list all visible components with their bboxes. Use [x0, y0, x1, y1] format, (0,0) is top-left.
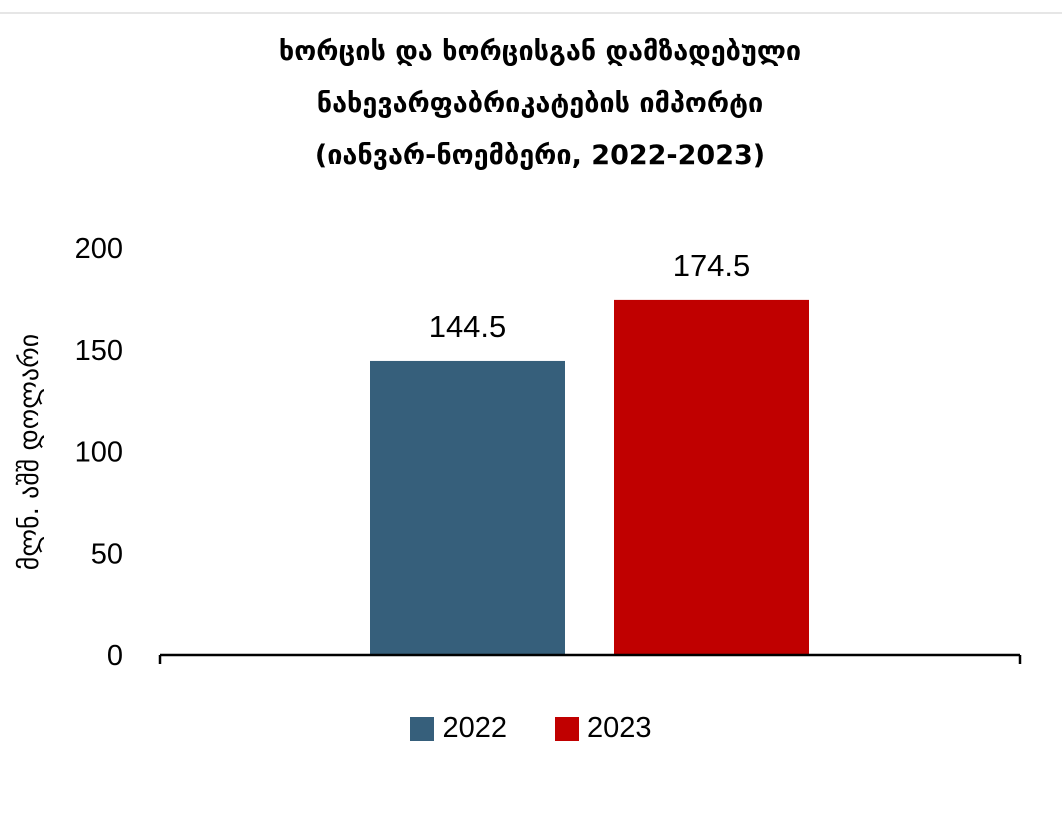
y-tick-label: 0: [107, 640, 123, 672]
bar-value-label: 174.5: [673, 248, 751, 283]
y-tick-label: 200: [75, 233, 123, 265]
chart-title: ხორცის და ხორცისგან დამზადებული ნახევარფ…: [60, 26, 1020, 182]
y-axis-label: მლნ. აშშ დოლარი: [15, 334, 45, 571]
bar-value-label: 144.5: [429, 309, 507, 344]
bar-2023: [614, 299, 809, 655]
y-tick-label: 100: [75, 437, 123, 469]
legend-label: 2023: [587, 712, 652, 744]
y-tick-label: 50: [91, 538, 123, 570]
y-tick-label: 150: [75, 335, 123, 367]
legend-item-2023: 2023: [555, 712, 652, 745]
legend-swatch: [555, 716, 579, 741]
top-divider: [0, 12, 1062, 14]
y-axis-ticks: 0 50 100 150 200: [75, 233, 123, 672]
chart-title-line-1: ხორცის და ხორცისგან დამზადებული: [278, 36, 802, 67]
x-axis: [158, 653, 1022, 664]
bar-value-labels: 144.5 174.5: [429, 248, 751, 344]
legend: 2022 2023: [0, 712, 1062, 745]
chart-title-line-3: (იანვარ-ნოემბერი, 2022-2023): [314, 140, 766, 171]
bars: [370, 299, 809, 655]
legend-item-2022: 2022: [410, 712, 507, 745]
chart-title-line-2: ნახევარფაბრიკატების იმპორტი: [316, 88, 764, 119]
legend-swatch: [410, 716, 435, 741]
bar-2022: [370, 360, 565, 655]
legend-label: 2022: [442, 712, 507, 744]
